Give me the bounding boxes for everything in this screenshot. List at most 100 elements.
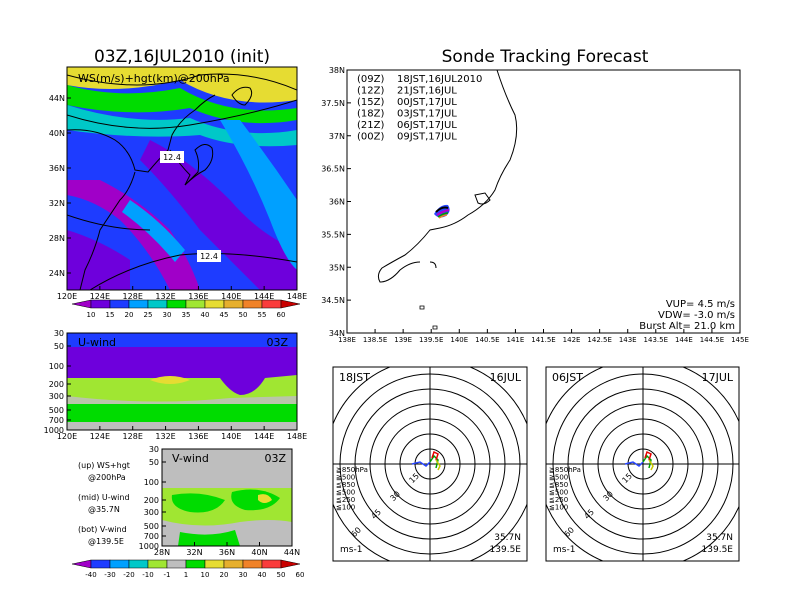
track-lon-label: 140.5E bbox=[475, 336, 499, 344]
launch-time: 21JST,16JUL bbox=[397, 86, 457, 97]
legend-up-1: (up) WS+hgt bbox=[78, 461, 130, 470]
vwind-p-label: 700 bbox=[144, 532, 159, 541]
map-lat-label: 44N bbox=[49, 94, 65, 103]
vdw-text: VDW= -3.0 m/s bbox=[658, 310, 735, 321]
uwind-lon-label: 132E bbox=[155, 432, 175, 441]
hodograph-2-lon: 139.5E bbox=[702, 545, 734, 555]
uwind-lon-ticks: 120E 124E 128E 132E 136E 140E 144E 148E bbox=[57, 426, 307, 441]
panel-legend: (up) WS+hgt @200hPa (mid) U-wind @35.7N … bbox=[78, 461, 130, 546]
hodograph-1-legend: ≧850hPa≧500≦850≦500≦250≦100 bbox=[336, 466, 368, 512]
uwind-p-label: 50 bbox=[54, 342, 64, 351]
hodograph-trace bbox=[648, 459, 654, 471]
ws-colorbar-swatch bbox=[147, 299, 168, 309]
ws-colorbar-label: 35 bbox=[182, 311, 191, 319]
vwind-lat-ticks: 28N 32N 36N 40N 44N bbox=[154, 542, 300, 557]
ws-colorbar-swatch bbox=[223, 299, 244, 309]
track-lat-ticks: 38N 37.5N 37N 36.5N 36N 35.5N 35N 34.5N 34N bbox=[321, 66, 351, 338]
track-lat-label: 34N bbox=[329, 329, 345, 338]
windspeed-map-label: WS(m/s)+hgt(km)@200hPa bbox=[78, 72, 230, 85]
vwind-colorbar-swatch bbox=[223, 559, 244, 569]
uwind-panel bbox=[67, 333, 297, 430]
uwind-lon-label: 148E bbox=[287, 432, 307, 441]
uwind-lon-label: 128E bbox=[123, 432, 143, 441]
vwind-p-label: 30 bbox=[149, 445, 159, 454]
hodograph-2-time-right: 17JUL bbox=[702, 371, 734, 384]
ws-colorbar-label: 40 bbox=[201, 311, 210, 319]
contour-label-box-1 bbox=[160, 151, 184, 163]
vwind-colorbar-label: 40 bbox=[258, 571, 267, 579]
ws-colorbar-label: 10 bbox=[87, 311, 96, 319]
contour-label-2: 12.4 bbox=[200, 252, 218, 261]
hodograph-2-units: ms-1 bbox=[553, 545, 575, 555]
uwind-lon-label: 136E bbox=[188, 432, 208, 441]
track-map-frame bbox=[346, 69, 741, 334]
vwind-colorbar-label: -1 bbox=[164, 571, 171, 579]
right-title: Sonde Tracking Forecast bbox=[442, 47, 649, 67]
launch-z: (00Z) bbox=[357, 132, 384, 143]
hodograph-trace bbox=[431, 450, 439, 461]
map-lon-label: 148E bbox=[287, 292, 307, 301]
vwind-label: V-wind bbox=[172, 452, 209, 465]
hodograph-legend-item: ≧850hPa bbox=[549, 466, 581, 474]
vwind-colorbar-swatch bbox=[166, 559, 187, 569]
vwind-colorbar-swatch bbox=[204, 559, 225, 569]
track-lat-label: 37.5N bbox=[321, 99, 345, 108]
ws-colorbar-swatch bbox=[204, 299, 225, 309]
windspeed-map-lon-ticks: 120E 124E 128E 132E 136E 140E 144E 148E bbox=[57, 286, 307, 301]
hodograph-legend-item: ≦250 bbox=[549, 496, 568, 504]
uwind-p-label: 100 bbox=[49, 362, 64, 371]
ws-colorbar-swatch bbox=[128, 299, 149, 309]
vwind-lat-label: 32N bbox=[186, 548, 202, 557]
ws-colorbar-label: 20 bbox=[125, 311, 134, 319]
launch-z: (09Z) bbox=[357, 74, 384, 85]
uwind-lon-label: 124E bbox=[90, 432, 110, 441]
uwind-lon-label: 140E bbox=[221, 432, 241, 441]
map-lon-label: 136E bbox=[188, 292, 208, 301]
vwind-colorbar-swatch bbox=[71, 559, 92, 569]
vwind-p-label: 100 bbox=[144, 478, 159, 487]
map-lat-label: 36N bbox=[49, 164, 65, 173]
vwind-lat-label: 36N bbox=[219, 548, 235, 557]
track-lat-label: 35N bbox=[329, 263, 345, 272]
track-lon-ticks: 138E 138.5E 139E 139.5E 140E 140.5E 141E 141.5E… bbox=[338, 329, 749, 344]
hodograph-1-time-right: 16JUL bbox=[490, 371, 522, 384]
vwind-p-label: 50 bbox=[149, 458, 159, 467]
map-lat-label: 24N bbox=[49, 269, 65, 278]
contour-label-1: 12.4 bbox=[163, 153, 181, 162]
uwind-lon-label: 120E bbox=[57, 432, 77, 441]
uwind-time: 03Z bbox=[266, 336, 288, 349]
ws-colorbar-label: 15 bbox=[106, 311, 115, 319]
ws-colorbar-swatch bbox=[71, 299, 92, 309]
track-lat-label: 38N bbox=[329, 66, 345, 75]
ws-colorbar-swatch bbox=[166, 299, 187, 309]
vwind-panel bbox=[162, 449, 292, 546]
ws-colorbar-label: 25 bbox=[144, 311, 153, 319]
vwind-colorbar-swatch bbox=[109, 559, 130, 569]
track-lat-label: 37N bbox=[329, 132, 345, 141]
vwind-colorbar-label: -30 bbox=[104, 571, 115, 579]
vwind-p-label: 500 bbox=[144, 522, 159, 531]
track-lon-label: 144.5E bbox=[700, 336, 724, 344]
uwind-lon-label: 144E bbox=[254, 432, 274, 441]
map-lon-label: 120E bbox=[57, 292, 77, 301]
left-title: 03Z,16JUL2010 (init) bbox=[94, 47, 270, 67]
track-lat-label: 36N bbox=[329, 198, 345, 207]
launch-z: (15Z) bbox=[357, 97, 384, 108]
map-lon-label: 128E bbox=[123, 292, 143, 301]
ws-colorbar-label: 55 bbox=[258, 311, 267, 319]
launch-time: 03JST,17JUL bbox=[397, 109, 457, 120]
vwind-colorbar-label: -10 bbox=[142, 571, 153, 579]
ws-colorbar-swatch bbox=[242, 299, 263, 309]
vwind-colorbar-label: 60 bbox=[296, 571, 305, 579]
hodograph-legend-item: ≦850 bbox=[336, 481, 355, 489]
track-lon-label: 141E bbox=[507, 336, 525, 344]
uwind-frame bbox=[66, 332, 298, 431]
vwind-colorbar: -40 -30 -20 -10 -1 1 10 20 30 40 50 60 bbox=[71, 559, 305, 579]
track-lon-label: 138E bbox=[338, 336, 356, 344]
vwind-p-label: 200 bbox=[144, 496, 159, 505]
launch-z: (12Z) bbox=[357, 86, 384, 97]
ws-colorbar-swatch bbox=[280, 299, 301, 309]
track-lon-label: 139.5E bbox=[419, 336, 443, 344]
